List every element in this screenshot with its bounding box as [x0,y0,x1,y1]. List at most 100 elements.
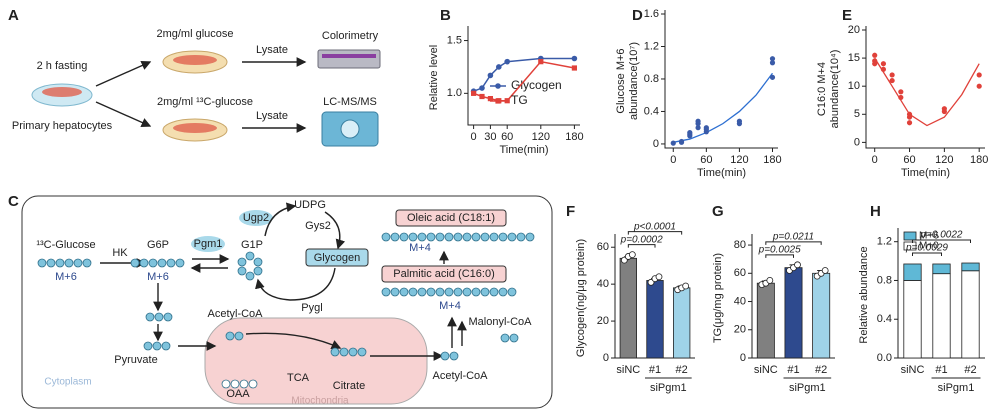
point [628,251,636,259]
bead [399,232,409,242]
metabolite: UDPG [294,199,326,211]
metabolite: Glycogen [314,252,360,264]
y-tick-label: 10 [848,80,860,92]
bead [381,287,391,297]
mitochondrion [204,317,428,405]
significance-bracket [912,252,942,257]
bead [444,232,454,242]
bead [471,232,481,242]
arrow [264,202,297,237]
bead [500,333,510,343]
bead [507,287,517,297]
legend-swatch [903,241,917,251]
point [678,138,685,145]
p-value: p=0.0022 [920,230,963,241]
bead [225,331,235,341]
p-value: p=0.0002 [620,234,663,245]
bead [348,347,358,357]
point [906,120,913,126]
bead [161,341,171,351]
point [941,106,947,112]
x-tick-label: #1 [787,364,799,376]
bead [234,331,244,341]
metabolite: Oleic acid (C18:1) [407,212,495,224]
label: Primary hepatocytes [12,120,113,132]
y-tick-label: 20 [597,315,609,327]
bead [471,287,481,297]
bead [253,257,263,267]
arrow [245,332,342,350]
y-tick-label: 40 [734,295,746,307]
fit-curve [673,72,774,143]
bead [453,287,463,297]
bead [435,287,445,297]
panel-letter: H [870,203,881,220]
axis [664,10,778,149]
bead [82,258,92,268]
panel-letter: B [440,7,451,24]
x-tick-label: 120 [730,154,748,166]
metabolite: Malonyl-CoA [469,316,533,328]
bead [390,232,400,242]
y-tick-label: 60 [597,241,609,253]
y-tick-label: 40 [597,278,609,290]
significance-bracket [912,239,971,244]
bead [175,258,185,268]
panel-letter: E [842,7,852,24]
point [898,89,904,95]
x-tick-label: 60 [903,154,915,166]
label: M+6 [147,271,169,283]
bead [435,232,445,242]
x-tick-label: 120 [935,154,953,166]
bar [756,282,775,359]
point [898,94,904,101]
x-tick-label: siNC [616,364,640,376]
metabolite: Acetyl-CoA [207,308,263,320]
bar [784,267,803,359]
y-axis-label: Relative abundance [858,246,870,343]
bead [339,347,349,357]
instrument [317,49,381,69]
x-tick-label: 0 [471,131,477,143]
instrument [340,119,360,139]
group-label: siPgm1 [789,382,826,394]
arrow [95,60,152,87]
compartment: Mitochondria [291,396,349,407]
bead [417,232,427,242]
bar-segment [903,280,922,359]
point [504,58,511,65]
point [471,90,477,96]
significance-bracket [627,244,656,248]
label: Lysate [256,110,288,122]
significance-bracket [765,241,822,245]
x-tick-label: #1 [649,364,661,376]
y-axis-label: Glucose M+6 [615,48,627,113]
group-label: siPgm1 [938,382,975,394]
legend-swatch [903,231,917,241]
bead [157,258,167,268]
bead [73,258,83,268]
legend-marker [495,83,501,89]
point [872,61,878,67]
x-axis-label: Time(min) [901,167,950,179]
y-tick-label: 0.4 [877,313,892,325]
label: LC-MS/MS [323,96,377,108]
point [976,72,982,78]
legend-label: TG [511,93,528,107]
glycogen-box [305,248,369,267]
bead [64,258,74,268]
bead [253,266,263,276]
y-tick-label: 1.6 [644,8,659,20]
bead [154,312,164,322]
y-axis-label: Relative level [428,45,440,110]
bead [55,258,65,268]
bead [453,232,463,242]
x-tick-label: siNC [901,364,925,376]
bead [516,232,526,242]
x-axis-label: Time(min) [499,144,548,156]
point [889,77,895,84]
point [496,64,502,70]
y-tick-label: 0 [653,138,659,150]
y-axis-label: abundance(10⁷) [628,42,640,120]
point [703,125,709,131]
